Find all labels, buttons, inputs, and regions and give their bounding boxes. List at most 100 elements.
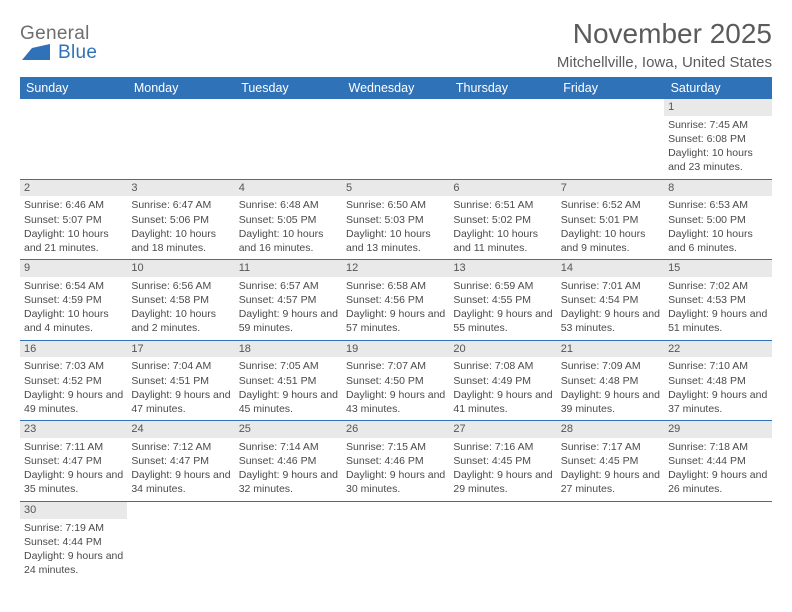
calendar-page: General Blue November 2025 Mitchellville… [0, 0, 792, 591]
calendar-cell [20, 99, 127, 179]
calendar-cell: 5Sunrise: 6:50 AM Sunset: 5:03 PM Daylig… [342, 179, 449, 260]
calendar-cell: 3Sunrise: 6:47 AM Sunset: 5:06 PM Daylig… [127, 179, 234, 260]
calendar-week-row: 9 Sunrise: 6:54 AM Sunset: 4:59 PM Daylig… [20, 260, 772, 341]
day-number: 20 [449, 341, 556, 358]
calendar-cell [449, 501, 556, 581]
day-details: Sunrise: 6:51 AM Sunset: 5:02 PM Dayligh… [453, 198, 552, 255]
calendar-cell: 22Sunrise: 7:10 AM Sunset: 4:48 PM Dayli… [664, 340, 771, 421]
day-number: 9 [20, 260, 127, 277]
day-number: 5 [342, 180, 449, 197]
flag-icon [22, 44, 56, 65]
day-number: 8 [664, 180, 771, 197]
day-details: Sunrise: 7:11 AM Sunset: 4:47 PM Dayligh… [24, 440, 123, 497]
day-details: Sunrise: 7:16 AM Sunset: 4:45 PM Dayligh… [453, 440, 552, 497]
day-details: Sunrise: 6:48 AM Sunset: 5:05 PM Dayligh… [239, 198, 338, 255]
day-details: Sunrise: 6:57 AM Sunset: 4:57 PM Dayligh… [239, 279, 338, 336]
calendar-cell: 9 Sunrise: 6:54 AM Sunset: 4:59 PM Daylig… [20, 260, 127, 341]
calendar-cell [342, 99, 449, 179]
calendar-cell [557, 501, 664, 581]
day-details: Sunrise: 7:09 AM Sunset: 4:48 PM Dayligh… [561, 359, 660, 416]
day-details: Sunrise: 6:50 AM Sunset: 5:03 PM Dayligh… [346, 198, 445, 255]
calendar-cell: 4Sunrise: 6:48 AM Sunset: 5:05 PM Daylig… [235, 179, 342, 260]
day-details: Sunrise: 6:47 AM Sunset: 5:06 PM Dayligh… [131, 198, 230, 255]
calendar-week-row: 1 Sunrise: 7:45 AM Sunset: 6:08 PM Daylig… [20, 99, 772, 179]
day-details: Sunrise: 6:46 AM Sunset: 5:07 PM Dayligh… [24, 198, 123, 255]
calendar-cell: 20Sunrise: 7:08 AM Sunset: 4:49 PM Dayli… [449, 340, 556, 421]
day-number: 24 [127, 421, 234, 438]
day-header: Monday [127, 77, 234, 99]
day-details: Sunrise: 6:54 AM Sunset: 4:59 PM Dayligh… [24, 279, 123, 336]
day-details: Sunrise: 7:45 AM Sunset: 6:08 PM Dayligh… [668, 118, 767, 175]
calendar-cell [449, 99, 556, 179]
day-number: 1 [664, 99, 771, 116]
day-details: Sunrise: 7:18 AM Sunset: 4:44 PM Dayligh… [668, 440, 767, 497]
calendar-cell: 23 Sunrise: 7:11 AM Sunset: 4:47 PM Dayli… [20, 421, 127, 502]
day-details: Sunrise: 7:14 AM Sunset: 4:46 PM Dayligh… [239, 440, 338, 497]
day-number: 16 [20, 341, 127, 358]
calendar-cell: 6Sunrise: 6:51 AM Sunset: 5:02 PM Daylig… [449, 179, 556, 260]
calendar-cell: 25 Sunrise: 7:14 AM Sunset: 4:46 PM Dayli… [235, 421, 342, 502]
calendar-week-row: 23 Sunrise: 7:11 AM Sunset: 4:47 PM Dayli… [20, 421, 772, 502]
calendar-cell: 19Sunrise: 7:07 AM Sunset: 4:50 PM Dayli… [342, 340, 449, 421]
location: Mitchellville, Iowa, United States [557, 54, 772, 71]
day-details: Sunrise: 7:03 AM Sunset: 4:52 PM Dayligh… [24, 359, 123, 416]
day-details: Sunrise: 6:59 AM Sunset: 4:55 PM Dayligh… [453, 279, 552, 336]
logo: General Blue [20, 24, 97, 65]
day-number: 28 [557, 421, 664, 438]
day-number: 27 [449, 421, 556, 438]
day-number: 14 [557, 260, 664, 277]
day-details: Sunrise: 7:15 AM Sunset: 4:46 PM Dayligh… [346, 440, 445, 497]
day-header: Sunday [20, 77, 127, 99]
day-details: Sunrise: 7:08 AM Sunset: 4:49 PM Dayligh… [453, 359, 552, 416]
day-details: Sunrise: 7:10 AM Sunset: 4:48 PM Dayligh… [668, 359, 767, 416]
month-title: November 2025 [557, 18, 772, 50]
day-details: Sunrise: 7:19 AM Sunset: 4:44 PM Dayligh… [24, 521, 123, 578]
calendar-cell: 16Sunrise: 7:03 AM Sunset: 4:52 PM Dayli… [20, 340, 127, 421]
title-block: November 2025 Mitchellville, Iowa, Unite… [557, 18, 772, 71]
day-number: 25 [235, 421, 342, 438]
calendar-week-row: 2Sunrise: 6:46 AM Sunset: 5:07 PM Daylig… [20, 179, 772, 260]
calendar-cell: 11Sunrise: 6:57 AM Sunset: 4:57 PM Dayli… [235, 260, 342, 341]
day-number: 2 [20, 180, 127, 197]
day-number: 6 [449, 180, 556, 197]
calendar-cell: 2Sunrise: 6:46 AM Sunset: 5:07 PM Daylig… [20, 179, 127, 260]
day-header: Tuesday [235, 77, 342, 99]
day-number: 15 [664, 260, 771, 277]
day-number: 22 [664, 341, 771, 358]
calendar-cell [235, 501, 342, 581]
day-number: 17 [127, 341, 234, 358]
day-details: Sunrise: 7:01 AM Sunset: 4:54 PM Dayligh… [561, 279, 660, 336]
header: General Blue November 2025 Mitchellville… [20, 18, 772, 71]
day-details: Sunrise: 6:52 AM Sunset: 5:01 PM Dayligh… [561, 198, 660, 255]
calendar-cell: 21Sunrise: 7:09 AM Sunset: 4:48 PM Dayli… [557, 340, 664, 421]
day-header: Thursday [449, 77, 556, 99]
calendar-cell [664, 501, 771, 581]
day-header: Saturday [664, 77, 771, 99]
calendar-cell: 26Sunrise: 7:15 AM Sunset: 4:46 PM Dayli… [342, 421, 449, 502]
day-number: 30 [20, 502, 127, 519]
day-number: 7 [557, 180, 664, 197]
day-number: 23 [20, 421, 127, 438]
day-details: Sunrise: 7:05 AM Sunset: 4:51 PM Dayligh… [239, 359, 338, 416]
calendar-cell: 12Sunrise: 6:58 AM Sunset: 4:56 PM Dayli… [342, 260, 449, 341]
day-details: Sunrise: 6:58 AM Sunset: 4:56 PM Dayligh… [346, 279, 445, 336]
day-details: Sunrise: 6:53 AM Sunset: 5:00 PM Dayligh… [668, 198, 767, 255]
calendar-cell: 1 Sunrise: 7:45 AM Sunset: 6:08 PM Daylig… [664, 99, 771, 179]
calendar-cell: 24Sunrise: 7:12 AM Sunset: 4:47 PM Dayli… [127, 421, 234, 502]
calendar-cell [127, 501, 234, 581]
day-details: Sunrise: 7:02 AM Sunset: 4:53 PM Dayligh… [668, 279, 767, 336]
calendar-cell [342, 501, 449, 581]
calendar-cell [557, 99, 664, 179]
day-number: 19 [342, 341, 449, 358]
day-header: Friday [557, 77, 664, 99]
day-header-row: Sunday Monday Tuesday Wednesday Thursday… [20, 77, 772, 99]
calendar-cell: 7Sunrise: 6:52 AM Sunset: 5:01 PM Daylig… [557, 179, 664, 260]
day-details: Sunrise: 6:56 AM Sunset: 4:58 PM Dayligh… [131, 279, 230, 336]
day-number: 3 [127, 180, 234, 197]
day-number: 10 [127, 260, 234, 277]
day-number: 4 [235, 180, 342, 197]
calendar-cell: 18Sunrise: 7:05 AM Sunset: 4:51 PM Dayli… [235, 340, 342, 421]
calendar-cell: 8Sunrise: 6:53 AM Sunset: 5:00 PM Daylig… [664, 179, 771, 260]
calendar-cell: 14 Sunrise: 7:01 AM Sunset: 4:54 PM Dayli… [557, 260, 664, 341]
logo-text-general: General [20, 24, 90, 44]
